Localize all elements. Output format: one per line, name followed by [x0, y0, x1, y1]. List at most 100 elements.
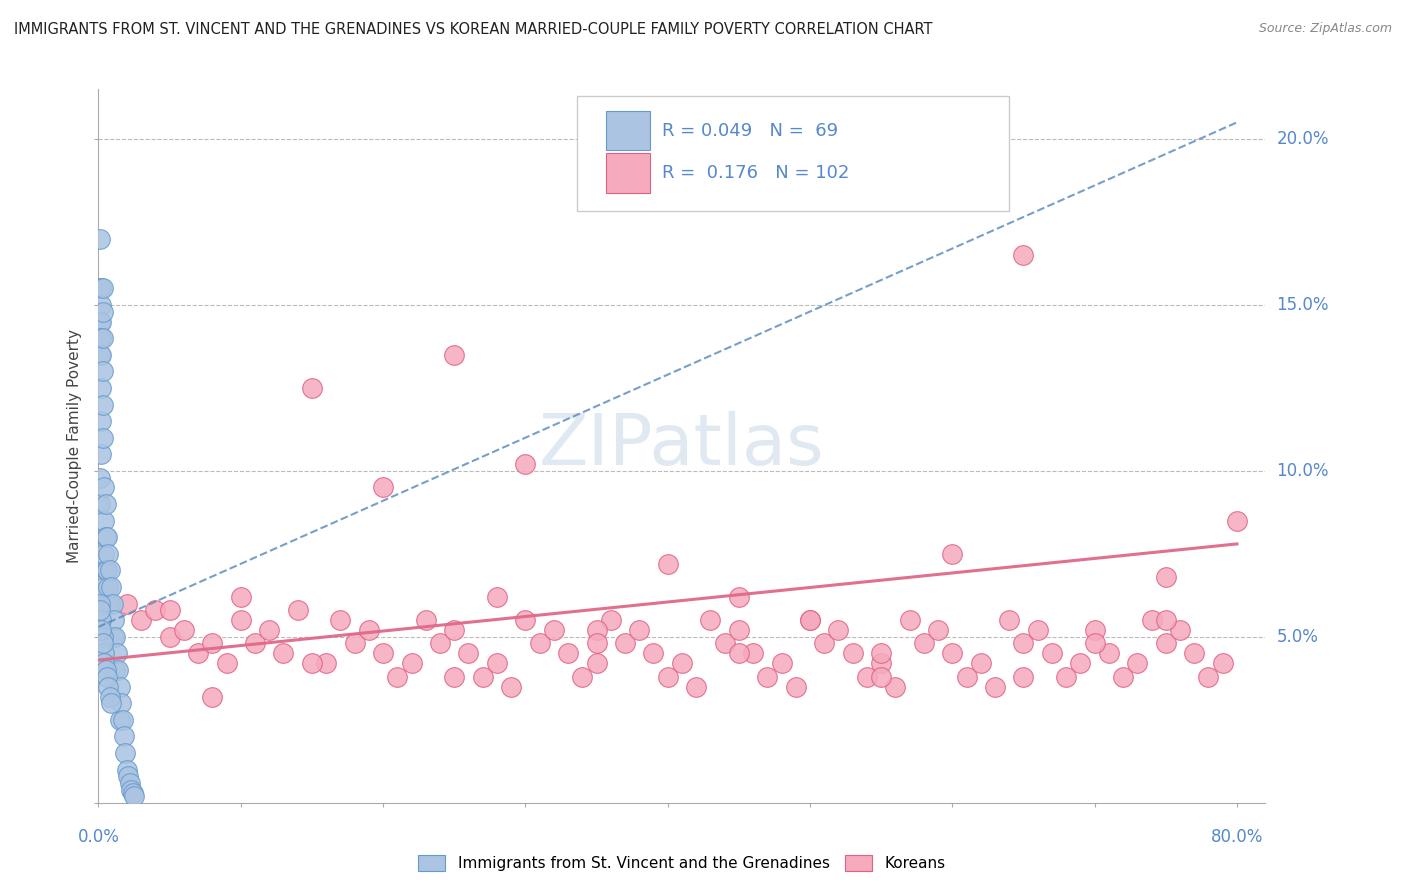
Point: [90, 381, 112, 395]
Point: [201, 636, 224, 650]
Point: [90, 281, 112, 295]
Point: [443, 624, 465, 638]
Point: [201, 690, 224, 704]
Point: [90, 624, 112, 638]
Point: [111, 713, 134, 727]
Point: [98, 597, 121, 611]
Point: [93, 514, 115, 528]
Point: [371, 481, 394, 495]
Point: [97, 680, 120, 694]
Point: [742, 647, 765, 661]
Point: [984, 680, 1007, 694]
Point: [94, 564, 117, 578]
Point: [727, 647, 749, 661]
Point: [229, 613, 252, 627]
Point: [273, 647, 295, 661]
Point: [93, 580, 115, 594]
Point: [1012, 636, 1035, 650]
Point: [91, 431, 114, 445]
Point: [643, 647, 665, 661]
Point: [89, 603, 111, 617]
Point: [841, 647, 863, 661]
Text: 5.0%: 5.0%: [1277, 628, 1319, 646]
Point: [215, 657, 238, 671]
Point: [1154, 613, 1177, 627]
Point: [1084, 636, 1107, 650]
Point: [614, 636, 637, 650]
Point: [93, 657, 115, 671]
Point: [1112, 670, 1135, 684]
Point: [1168, 624, 1191, 638]
Point: [1154, 636, 1177, 650]
Text: Source: ZipAtlas.com: Source: ZipAtlas.com: [1258, 22, 1392, 36]
Point: [89, 348, 111, 362]
Point: [401, 657, 423, 671]
Point: [1226, 514, 1249, 528]
Point: [485, 657, 508, 671]
Point: [1182, 647, 1205, 661]
Point: [387, 670, 409, 684]
Point: [585, 657, 607, 671]
Point: [117, 769, 139, 783]
Point: [229, 590, 252, 604]
Point: [371, 647, 394, 661]
Point: [941, 647, 963, 661]
Point: [100, 580, 122, 594]
Point: [159, 630, 181, 644]
Point: [485, 590, 508, 604]
Point: [187, 647, 209, 661]
Point: [159, 603, 181, 617]
Point: [799, 613, 821, 627]
Point: [91, 364, 114, 378]
Point: [912, 636, 935, 650]
Text: 0.0%: 0.0%: [77, 828, 120, 846]
Text: 10.0%: 10.0%: [1277, 462, 1329, 480]
Text: 80.0%: 80.0%: [1211, 828, 1263, 846]
Point: [96, 597, 118, 611]
Point: [1212, 657, 1234, 671]
Point: [756, 670, 779, 684]
Point: [115, 763, 138, 777]
Point: [870, 670, 893, 684]
Point: [91, 397, 114, 411]
Point: [585, 624, 607, 638]
Point: [443, 670, 465, 684]
Point: [89, 497, 111, 511]
Point: [870, 657, 893, 671]
Point: [90, 414, 112, 428]
Point: [898, 613, 921, 627]
Point: [457, 647, 479, 661]
Point: [443, 348, 465, 362]
Point: [628, 624, 651, 638]
Point: [121, 786, 143, 800]
Point: [93, 647, 115, 661]
Point: [1012, 670, 1035, 684]
Point: [301, 381, 323, 395]
Point: [1054, 670, 1077, 684]
Text: IMMIGRANTS FROM ST. VINCENT AND THE GRENADINES VS KOREAN MARRIED-COUPLE FAMILY P: IMMIGRANTS FROM ST. VINCENT AND THE GREN…: [14, 22, 932, 37]
Point: [713, 636, 735, 650]
Point: [1084, 624, 1107, 638]
Point: [329, 613, 352, 627]
Text: R = 0.049   N =  69: R = 0.049 N = 69: [662, 121, 838, 139]
Point: [101, 597, 124, 611]
Point: [118, 776, 141, 790]
Point: [785, 680, 807, 694]
Point: [94, 597, 117, 611]
Point: [1154, 570, 1177, 584]
Point: [107, 663, 129, 677]
Point: [108, 680, 131, 694]
Point: [357, 624, 380, 638]
Text: 15.0%: 15.0%: [1277, 296, 1329, 314]
Point: [112, 730, 135, 744]
Point: [343, 636, 366, 650]
Point: [884, 680, 907, 694]
Point: [93, 481, 115, 495]
Text: 20.0%: 20.0%: [1277, 130, 1329, 148]
Point: [571, 670, 593, 684]
Point: [90, 331, 112, 345]
Point: [105, 647, 128, 661]
Point: [104, 663, 127, 677]
Point: [287, 603, 309, 617]
Point: [90, 298, 112, 312]
